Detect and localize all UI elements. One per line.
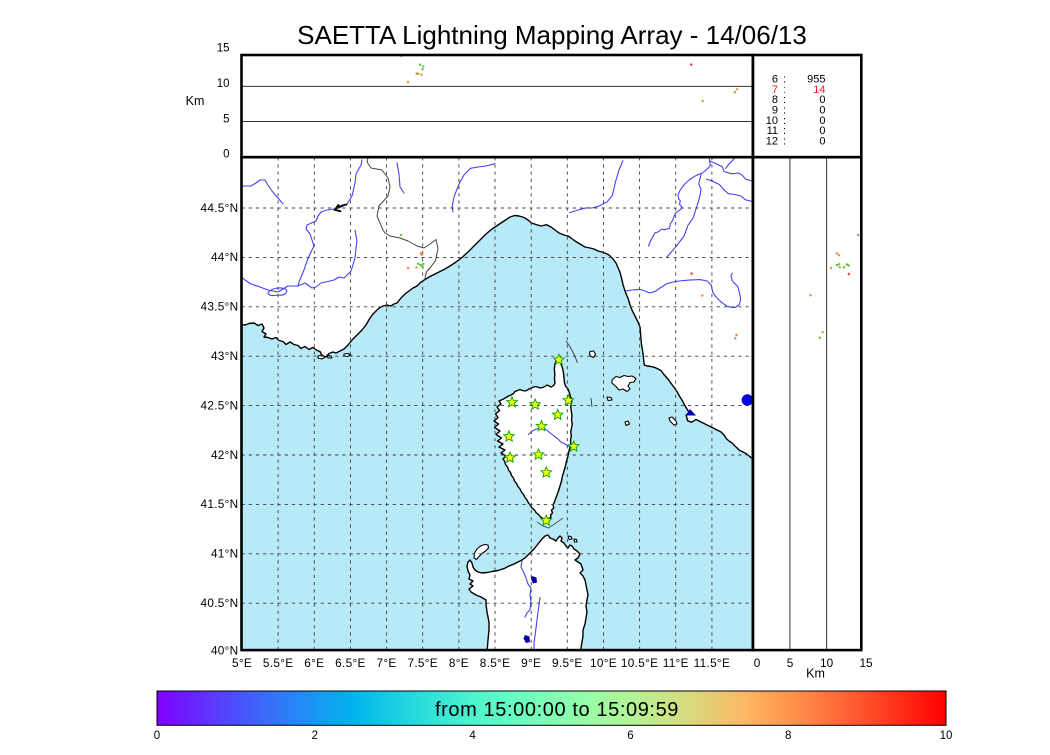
svg-text:7: 7	[772, 84, 778, 96]
svg-text:43.5°N: 43.5°N	[201, 300, 239, 314]
svg-text:10: 10	[940, 730, 953, 742]
svg-text:44°N: 44°N	[211, 250, 239, 264]
svg-text:11°E: 11°E	[663, 656, 689, 670]
svg-text:8: 8	[785, 730, 791, 742]
svg-text:2: 2	[312, 730, 318, 742]
svg-text:5: 5	[787, 656, 794, 670]
svg-text:0: 0	[819, 125, 825, 137]
svg-text:10: 10	[217, 78, 230, 90]
svg-text:4: 4	[469, 730, 476, 742]
svg-text:11: 11	[767, 125, 778, 137]
svg-text:0: 0	[819, 94, 825, 106]
svg-text::: :	[783, 125, 786, 137]
svg-text::: :	[783, 105, 786, 117]
svg-text:43°N: 43°N	[211, 349, 239, 363]
svg-text:14: 14	[813, 84, 825, 96]
svg-text:44.5°N: 44.5°N	[201, 201, 239, 215]
svg-text:from 15:00:00 to 15:09:59: from 15:00:00 to 15:09:59	[435, 699, 679, 721]
svg-text:9: 9	[772, 105, 778, 117]
svg-text:Km: Km	[806, 667, 825, 681]
svg-text:SAETTA Lightning Mapping Array: SAETTA Lightning Mapping Array - 14/06/1…	[297, 20, 807, 50]
svg-text:5.5°E: 5.5°E	[263, 656, 294, 670]
svg-text:41.5°N: 41.5°N	[201, 497, 239, 511]
svg-text:0: 0	[819, 115, 825, 127]
svg-text:11.5°E: 11.5°E	[694, 656, 730, 670]
svg-text:8.5°E: 8.5°E	[480, 656, 511, 670]
svg-text:42°N: 42°N	[211, 448, 239, 462]
svg-text:6°E: 6°E	[304, 656, 324, 670]
svg-text:15: 15	[217, 43, 230, 55]
svg-text:9°E: 9°E	[521, 656, 541, 670]
svg-text:40°N: 40°N	[211, 644, 239, 658]
svg-text:10.5°E: 10.5°E	[621, 656, 658, 670]
svg-text:6: 6	[627, 730, 633, 742]
svg-text:10: 10	[820, 656, 834, 670]
svg-text:6.5°E: 6.5°E	[335, 656, 366, 670]
svg-text:955: 955	[807, 74, 825, 86]
svg-text:0: 0	[223, 148, 229, 160]
svg-text::: :	[783, 84, 786, 96]
svg-text::: :	[783, 94, 786, 106]
svg-text:8°E: 8°E	[449, 656, 469, 670]
svg-text::: :	[783, 135, 786, 147]
svg-text:41°N: 41°N	[211, 547, 239, 561]
svg-text::: :	[783, 115, 786, 127]
svg-text:0: 0	[754, 656, 761, 670]
svg-text:12: 12	[766, 135, 778, 147]
svg-text:6: 6	[772, 74, 778, 86]
svg-text:8: 8	[772, 94, 778, 106]
svg-text::: :	[783, 74, 786, 86]
svg-text:7°E: 7°E	[377, 656, 397, 670]
svg-text:0: 0	[154, 730, 160, 742]
svg-text:5°E: 5°E	[232, 656, 252, 670]
svg-text:9.5°E: 9.5°E	[552, 656, 583, 670]
svg-text:0: 0	[819, 135, 825, 147]
svg-text:10: 10	[766, 115, 778, 127]
svg-text:5: 5	[223, 114, 229, 126]
svg-text:42.5°N: 42.5°N	[201, 398, 239, 412]
svg-text:10°E: 10°E	[590, 656, 617, 670]
svg-text:Km: Km	[186, 94, 205, 108]
svg-text:7.5°E: 7.5°E	[407, 656, 438, 670]
svg-text:40.5°N: 40.5°N	[201, 596, 239, 610]
svg-text:0: 0	[819, 105, 825, 117]
svg-text:15: 15	[859, 656, 873, 670]
